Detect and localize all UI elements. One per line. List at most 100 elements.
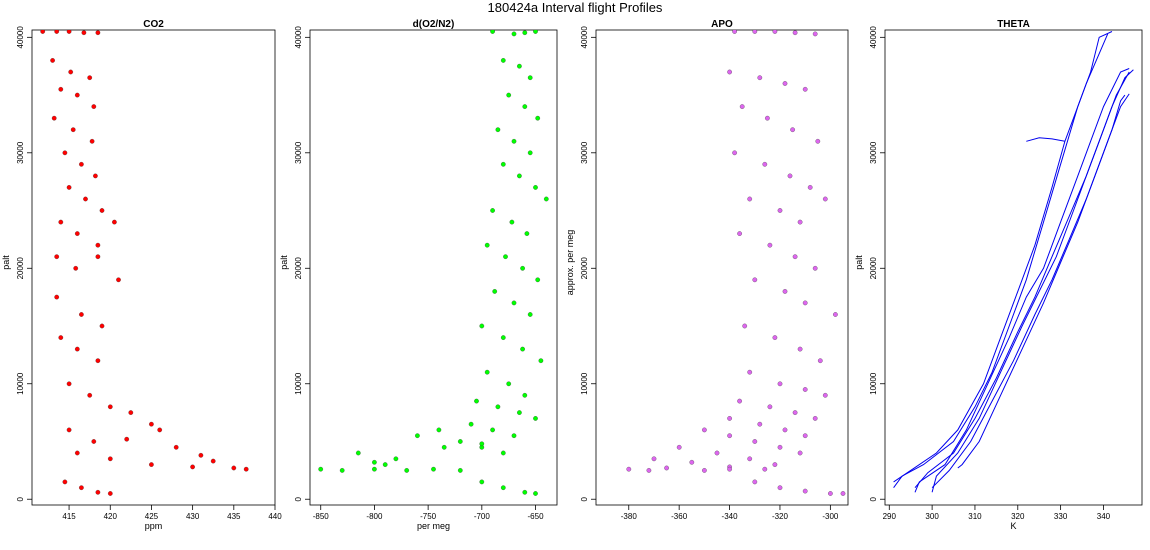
data-point [107,404,113,410]
data-point [339,468,345,473]
data-point [81,30,87,36]
data-point [173,444,179,450]
data-point [83,196,88,202]
data-point [543,196,549,202]
data-point [714,450,720,456]
data-point [792,30,798,36]
x-axis-label: ppm [145,521,163,531]
data-point [93,173,98,179]
data-point [517,410,522,415]
data-point [149,421,154,427]
data-point [676,444,682,450]
data-point [506,381,512,387]
series-line [893,33,1109,483]
data-point [762,466,768,472]
data-point [747,456,753,462]
x-axis-label: per meg [417,521,450,531]
data-point [62,479,68,485]
data-point [782,81,788,86]
data-point [772,335,778,340]
data-marks [893,31,1134,493]
data-point [797,450,803,456]
data-point [702,427,707,433]
data-point [490,30,495,34]
data-point [517,63,522,69]
x-tick-label: 420 [104,512,118,521]
y-tick-label: 0 [869,496,878,501]
data-point [99,323,105,329]
data-point [479,323,485,329]
data-point [74,346,80,352]
data-point [747,196,753,202]
y-axis-label: palt [279,255,289,270]
y-tick-label: 10000 [869,372,878,395]
data-point [441,444,447,450]
data-point [522,30,528,36]
data-point [787,173,793,179]
data-point [431,466,436,472]
y-tick-label: 20000 [869,257,878,280]
x-tick-label: 425 [145,512,159,521]
data-point [522,104,528,109]
data-marks [626,30,846,496]
data-point [50,58,55,63]
data-point [74,231,80,236]
y-tick-label: 10000 [16,372,25,395]
data-point [757,421,763,427]
panel-4: THETA 290 300 310 320 330 340 0 10000 20000 30000 4… [854,19,1143,531]
data-point [626,466,632,472]
data-point [812,416,818,421]
y-axis-label: palt [854,255,864,270]
y-axis-label: approx. per meg [565,230,575,296]
data-point [840,491,846,496]
y-tick-label: 0 [16,496,25,501]
data-point [149,462,154,467]
data-point [817,358,823,364]
y-tick-label: 30000 [580,141,589,164]
data-point [210,458,216,464]
data-point [484,369,490,375]
data-point [702,468,707,473]
series-line [957,93,1130,469]
data-point [533,185,538,190]
data-point [802,488,808,494]
data-point [509,219,515,225]
data-point [91,104,97,109]
panel-3: APO -380 -360 -340 -320 -300 0 10000 20000 30000 4… [565,19,849,521]
data-point [767,404,773,410]
data-point [198,452,204,458]
y-tick-label: 40000 [294,26,303,49]
data-point [490,427,495,433]
data-point [91,439,97,444]
data-point [511,300,517,306]
data-point [231,465,237,471]
data-marks [318,30,549,496]
data-point [58,335,64,340]
data-point [500,161,506,167]
x-tick-label: 440 [268,512,282,521]
x-tick-label: 320 [1011,512,1025,521]
data-point [40,30,46,34]
data-point [73,265,79,271]
data-point [70,127,76,133]
data-point [116,277,121,283]
data-point [95,242,101,248]
data-point [95,254,101,260]
data-point [524,231,530,236]
data-point [511,31,517,37]
data-point [527,75,533,81]
data-point [51,115,57,121]
data-point [95,358,101,364]
data-point [54,254,60,260]
y-tick-label: 20000 [16,257,25,280]
x-axis-label: K [1010,521,1016,531]
y-tick-label: 40000 [16,26,25,49]
data-point [790,127,795,133]
x-tick-label: 310 [968,512,982,521]
data-point [807,185,813,190]
data-point [243,466,249,472]
data-point [772,30,778,34]
x-tick-label: 415 [62,512,76,521]
